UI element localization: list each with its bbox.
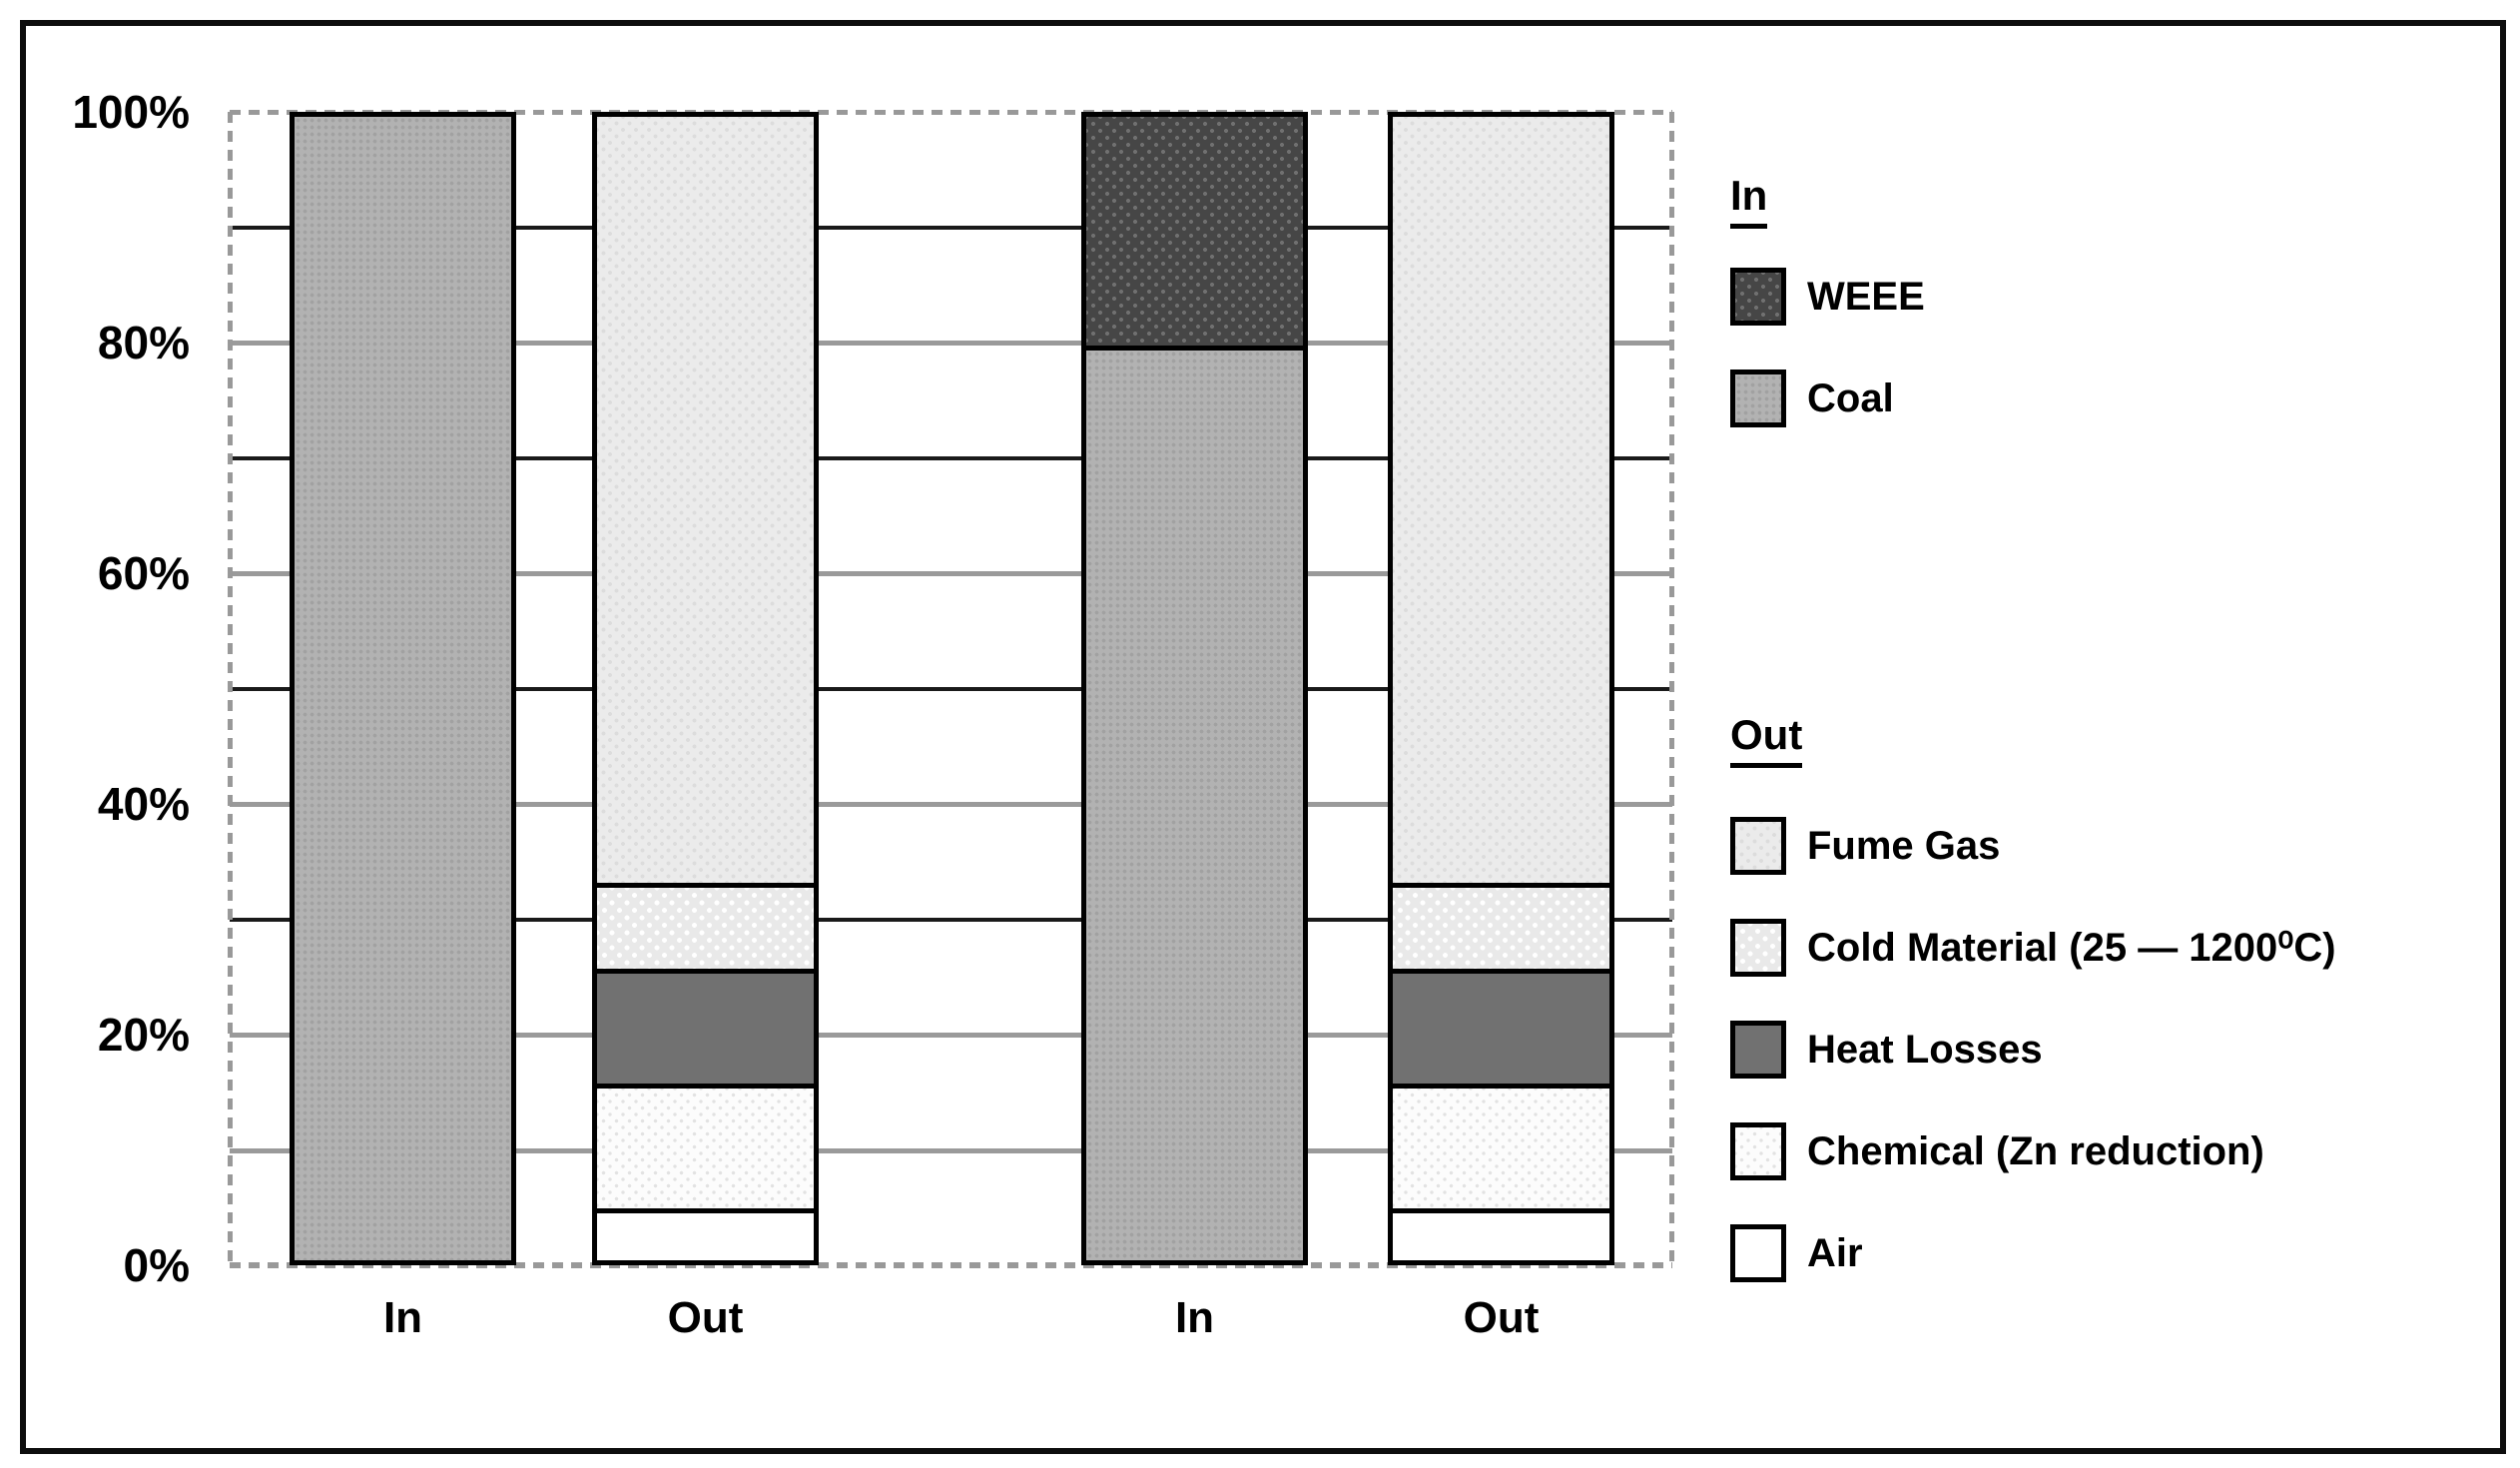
bar-1-in xyxy=(290,112,516,1265)
legend-swatch-air xyxy=(1730,1224,1786,1282)
gridline-20-percent xyxy=(230,1033,1672,1038)
y-tick-label-60: 60% xyxy=(97,547,190,599)
y-tick-label-20: 20% xyxy=(97,1009,190,1061)
bar-3-in xyxy=(1081,112,1308,1265)
legend-swatch-cold xyxy=(1730,919,1786,977)
legend-item-label: Heat Losses xyxy=(1807,1028,2043,1072)
gridline-30-percent xyxy=(230,917,1672,922)
y-tick-label-100: 100% xyxy=(72,86,190,138)
legend-swatch-weee xyxy=(1730,268,1786,326)
x-axis-baseline xyxy=(230,1262,1672,1268)
bar-4-out xyxy=(1388,112,1614,1265)
bar-segment-cold-material-25-1200-c xyxy=(597,883,814,970)
legend-item-label: Coal xyxy=(1807,376,1894,420)
gridline-60-percent xyxy=(230,571,1672,576)
gridline-70-percent xyxy=(230,455,1672,460)
bar-segment-heat-losses xyxy=(1393,969,1609,1084)
legend-item-label: Fume Gas xyxy=(1807,824,2001,868)
legend-swatch-chem xyxy=(1730,1122,1786,1180)
legend-item-label: WEEE xyxy=(1807,275,1925,319)
x-axis-label-in-3: In xyxy=(1174,1293,1215,1342)
gridline-10-percent xyxy=(230,1147,1672,1153)
plot-area xyxy=(228,110,1674,1268)
legend-item-label: Chemical (Zn reduction) xyxy=(1807,1129,2264,1173)
gridline-50-percent xyxy=(230,686,1672,691)
x-axis-label-out-4: Out xyxy=(1463,1293,1540,1342)
plot-right-dashed-line xyxy=(1669,112,1674,1265)
bar-segment-chemical-zn-reduction xyxy=(1393,1083,1609,1209)
figure-border xyxy=(20,20,2506,1454)
legend-swatch-coal xyxy=(1730,369,1786,427)
gridline-90-percent xyxy=(230,225,1672,230)
legend-group-title-out: Out xyxy=(1730,711,1803,768)
bar-segment-chemical-zn-reduction xyxy=(597,1083,814,1209)
bar-segment-coal xyxy=(1086,346,1303,1260)
legend-swatch-fume xyxy=(1730,817,1786,875)
bar-segment-weee xyxy=(1086,117,1303,346)
bar-segment-cold-material-25-1200-c xyxy=(1393,883,1609,970)
y-tick-label-0: 0% xyxy=(123,1239,190,1291)
gridline-40-percent xyxy=(230,802,1672,807)
legend-group-title-text-in: In xyxy=(1730,172,1768,229)
bar-segment-heat-losses xyxy=(597,969,814,1084)
legend-group-title-text-out: Out xyxy=(1730,711,1803,768)
bar-segment-coal xyxy=(295,117,511,1260)
plot-top-dashed-line xyxy=(230,110,1672,115)
x-axis-label-out-2: Out xyxy=(667,1293,744,1342)
y-axis-line xyxy=(228,112,233,1265)
bar-segment-fume-gas xyxy=(597,117,814,884)
y-tick-label-80: 80% xyxy=(97,317,190,368)
x-axis-label-in-1: In xyxy=(382,1293,423,1342)
legend-swatch-heat xyxy=(1730,1021,1786,1079)
legend-item-label: Cold Material (25 — 1200⁰C) xyxy=(1807,926,2336,970)
gridline-80-percent xyxy=(230,341,1672,346)
y-tick-label-40: 40% xyxy=(97,778,190,830)
bar-segment-air xyxy=(1393,1208,1609,1260)
legend-item-label: Air xyxy=(1807,1231,1863,1275)
bar-segment-fume-gas xyxy=(1393,117,1609,884)
bar-segment-air xyxy=(597,1208,814,1260)
bar-2-out xyxy=(592,112,819,1265)
legend-group-title-in: In xyxy=(1730,172,1768,229)
